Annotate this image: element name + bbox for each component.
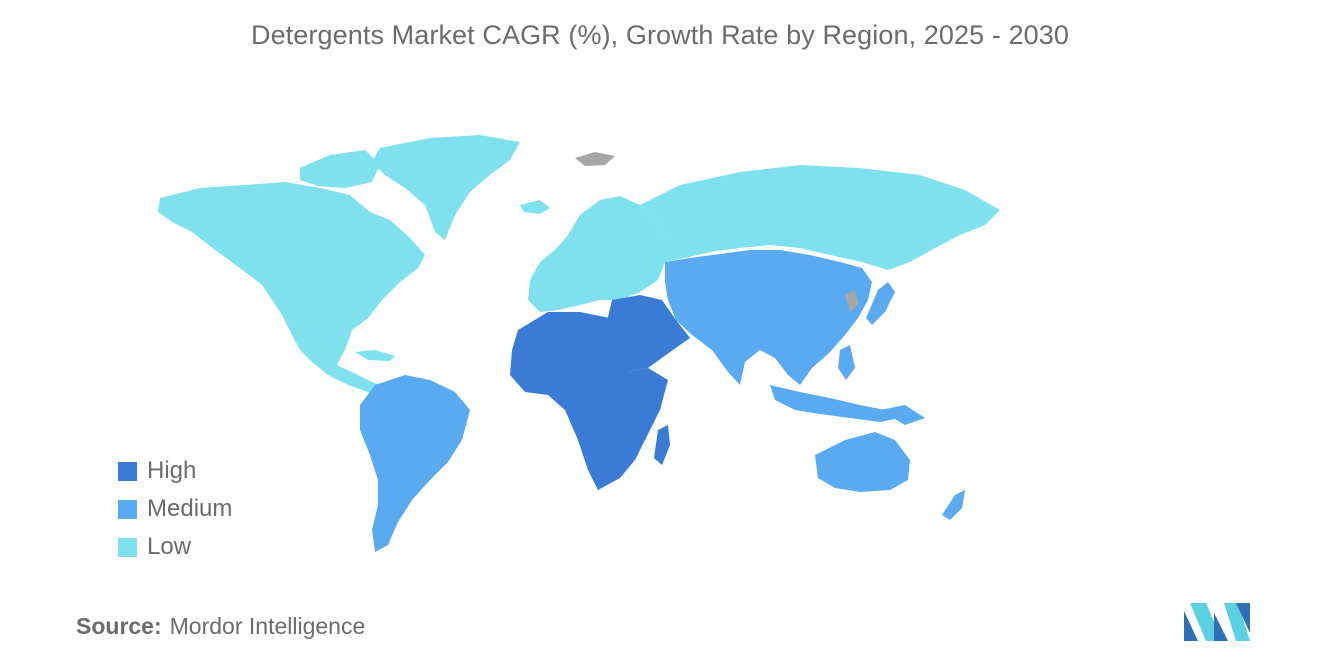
- legend-label-low: Low: [147, 533, 192, 560]
- legend-swatch-high: [118, 461, 137, 481]
- legend-swatch-medium: [118, 499, 137, 519]
- legend-label-medium: Medium: [147, 495, 233, 522]
- region-russia: [640, 165, 1000, 270]
- region-arctic-islands: [300, 150, 380, 188]
- region-korea: [845, 290, 858, 312]
- region-middle-east: [605, 295, 690, 372]
- source-attribution: Source: Mordor Intelligence: [76, 613, 365, 640]
- region-north-america: [158, 182, 425, 368]
- map-legend: High Medium Low: [118, 452, 232, 566]
- legend-label-high: High: [147, 457, 197, 484]
- region-south-america: [360, 375, 470, 552]
- region-greenland: [372, 135, 520, 240]
- legend-item-low: Low: [118, 528, 232, 566]
- region-new-zealand: [942, 490, 965, 520]
- legend-item-medium: Medium: [118, 490, 232, 528]
- region-new-guinea: [880, 405, 925, 425]
- region-europe: [528, 196, 665, 312]
- region-iceland: [520, 200, 550, 214]
- source-label: Source:: [76, 613, 162, 639]
- region-central-america: [292, 335, 388, 395]
- logo-mark-icon: [1184, 603, 1250, 641]
- chart-title: Detergents Market CAGR (%), Growth Rate …: [250, 20, 1070, 50]
- region-caribbean: [355, 350, 395, 361]
- source-value: Mordor Intelligence: [169, 613, 366, 639]
- region-australia: [815, 432, 910, 492]
- region-africa: [510, 312, 668, 490]
- region-japan: [866, 282, 895, 325]
- region-svalbard: [575, 152, 615, 166]
- region-asia: [665, 250, 872, 385]
- legend-swatch-low: [118, 537, 137, 557]
- region-philippines: [838, 345, 855, 380]
- region-madagascar: [654, 425, 670, 465]
- region-southeast-asia: [770, 385, 900, 422]
- legend-item-high: High: [118, 452, 232, 490]
- mordor-intelligence-logo: [1184, 603, 1250, 641]
